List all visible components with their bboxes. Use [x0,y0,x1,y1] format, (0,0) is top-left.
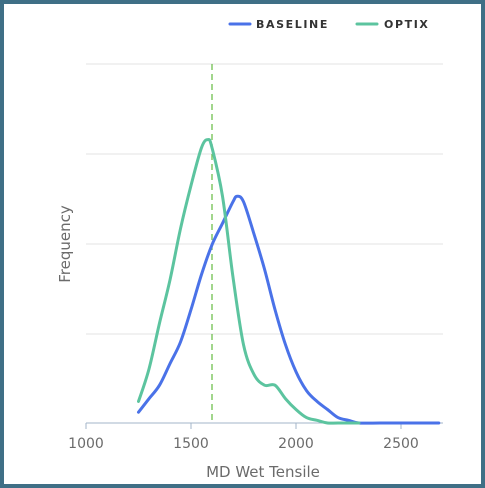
legend-label-optix: OPTIX [384,18,430,31]
x-axis-title: MD Wet Tensile [206,463,320,481]
x-tick-label: 1500 [173,436,209,452]
x-axis-ticks: 1000 1500 2000 2500 [68,423,419,452]
x-tick-label: 2500 [383,436,419,452]
series-line-baseline [137,194,441,425]
legend: BASELINE OPTIX [228,18,430,31]
series-line-optix [137,138,361,425]
series-layer [137,138,441,425]
x-tick-label: 2000 [278,436,314,452]
y-axis-title: Frequency [56,205,74,283]
x-tick-label: 1000 [68,436,104,452]
gridlines [86,63,443,335]
legend-label-baseline: BASELINE [256,18,329,31]
